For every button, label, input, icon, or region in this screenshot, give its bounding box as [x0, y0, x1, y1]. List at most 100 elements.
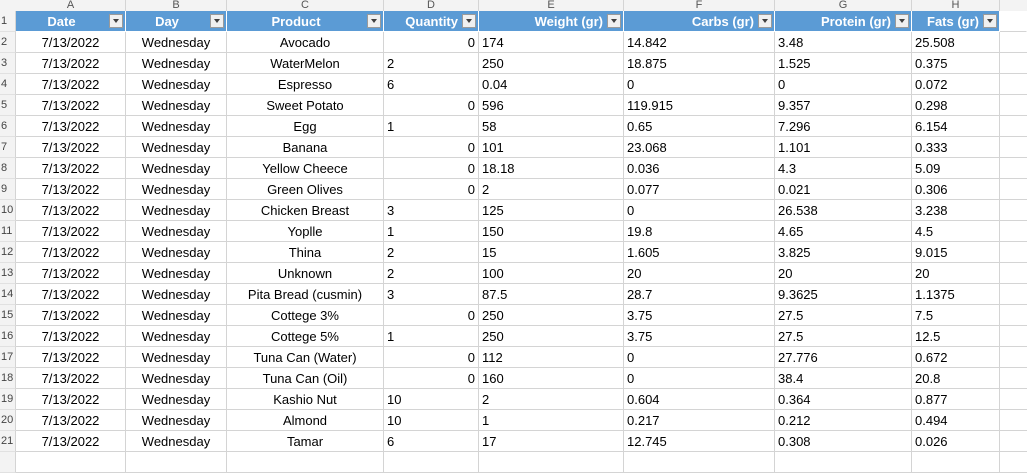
product-cell[interactable]: Avocado [227, 32, 384, 53]
product-cell[interactable]: Banana [227, 137, 384, 158]
protein-cell[interactable]: 38.4 [775, 368, 912, 389]
fats-cell[interactable]: 0.026 [912, 431, 1000, 452]
day-cell[interactable]: Wednesday [126, 305, 227, 326]
weight-cell[interactable] [479, 452, 624, 473]
row-header[interactable]: 6 [0, 116, 16, 137]
empty-cell[interactable] [1000, 53, 1027, 74]
fats-cell[interactable]: 0.672 [912, 347, 1000, 368]
empty-cell[interactable] [1000, 263, 1027, 284]
product-cell[interactable]: Yoplle [227, 221, 384, 242]
carbs-cell[interactable]: 119.915 [624, 95, 775, 116]
weight-cell[interactable]: 2 [479, 179, 624, 200]
protein-cell[interactable]: 27.776 [775, 347, 912, 368]
product-cell[interactable]: Tamar [227, 431, 384, 452]
weight-cell[interactable]: 150 [479, 221, 624, 242]
product-cell[interactable]: Almond [227, 410, 384, 431]
row-header[interactable]: 12 [0, 242, 16, 263]
day-cell[interactable]: Wednesday [126, 158, 227, 179]
carbs-cell[interactable]: 12.745 [624, 431, 775, 452]
carbs-cell[interactable]: 3.75 [624, 305, 775, 326]
protein-cell[interactable]: 0 [775, 74, 912, 95]
fats-cell[interactable]: 6.154 [912, 116, 1000, 137]
day-cell[interactable]: Wednesday [126, 179, 227, 200]
carbs-cell[interactable]: 0.077 [624, 179, 775, 200]
row-header[interactable]: 16 [0, 326, 16, 347]
product-cell[interactable]: Tuna Can (Oil) [227, 368, 384, 389]
quantity-cell[interactable]: 10 [384, 410, 479, 431]
row-header[interactable]: 21 [0, 431, 16, 452]
day-cell[interactable]: Wednesday [126, 431, 227, 452]
date-cell[interactable]: 7/13/2022 [16, 53, 126, 74]
empty-cell[interactable] [1000, 242, 1027, 263]
row-header[interactable]: 15 [0, 305, 16, 326]
column-header-g[interactable]: G [775, 0, 912, 11]
fats-cell[interactable]: 9.015 [912, 242, 1000, 263]
day-cell[interactable]: Wednesday [126, 74, 227, 95]
date-cell[interactable]: 7/13/2022 [16, 389, 126, 410]
weight-cell[interactable]: 0.04 [479, 74, 624, 95]
date-cell[interactable]: 7/13/2022 [16, 137, 126, 158]
empty-cell[interactable] [1000, 305, 1027, 326]
row-header[interactable] [0, 452, 16, 473]
date-cell[interactable] [16, 452, 126, 473]
row-header[interactable]: 18 [0, 368, 16, 389]
date-cell[interactable]: 7/13/2022 [16, 284, 126, 305]
product-cell[interactable]: Espresso [227, 74, 384, 95]
date-cell[interactable]: 7/13/2022 [16, 116, 126, 137]
weight-cell[interactable]: 2 [479, 389, 624, 410]
quantity-cell[interactable]: 0 [384, 347, 479, 368]
header-product[interactable]: Product [227, 11, 384, 32]
carbs-cell[interactable]: 18.875 [624, 53, 775, 74]
column-header-f[interactable]: F [624, 0, 775, 11]
empty-cell[interactable] [1000, 137, 1027, 158]
column-header-e[interactable]: E [479, 0, 624, 11]
quantity-cell[interactable] [384, 452, 479, 473]
product-cell[interactable]: Unknown [227, 263, 384, 284]
date-cell[interactable]: 7/13/2022 [16, 74, 126, 95]
column-header-c[interactable]: C [227, 0, 384, 11]
carbs-cell[interactable]: 0 [624, 347, 775, 368]
empty-cell[interactable] [1000, 347, 1027, 368]
weight-cell[interactable]: 17 [479, 431, 624, 452]
date-cell[interactable]: 7/13/2022 [16, 242, 126, 263]
fats-cell[interactable]: 7.5 [912, 305, 1000, 326]
weight-cell[interactable]: 58 [479, 116, 624, 137]
fats-cell[interactable] [912, 452, 1000, 473]
empty-cell[interactable] [1000, 74, 1027, 95]
protein-cell[interactable]: 26.538 [775, 200, 912, 221]
filter-dropdown-icon[interactable] [367, 14, 381, 28]
protein-cell[interactable]: 0.308 [775, 431, 912, 452]
product-cell[interactable]: WaterMelon [227, 53, 384, 74]
weight-cell[interactable]: 174 [479, 32, 624, 53]
empty-cell[interactable] [1000, 410, 1027, 431]
quantity-cell[interactable]: 0 [384, 137, 479, 158]
date-cell[interactable]: 7/13/2022 [16, 347, 126, 368]
day-cell[interactable]: Wednesday [126, 95, 227, 116]
carbs-cell[interactable]: 0 [624, 74, 775, 95]
product-cell[interactable]: Yellow Cheece [227, 158, 384, 179]
day-cell[interactable]: Wednesday [126, 116, 227, 137]
date-cell[interactable]: 7/13/2022 [16, 95, 126, 116]
product-cell[interactable]: Chicken Breast [227, 200, 384, 221]
row-header[interactable]: 10 [0, 200, 16, 221]
weight-cell[interactable]: 15 [479, 242, 624, 263]
quantity-cell[interactable]: 0 [384, 305, 479, 326]
product-cell[interactable]: Pita Bread (cusmin) [227, 284, 384, 305]
carbs-cell[interactable]: 0 [624, 368, 775, 389]
quantity-cell[interactable]: 10 [384, 389, 479, 410]
empty-cell[interactable] [1000, 326, 1027, 347]
column-header-b[interactable]: B [126, 0, 227, 11]
weight-cell[interactable]: 250 [479, 53, 624, 74]
day-cell[interactable]: Wednesday [126, 263, 227, 284]
product-cell[interactable]: Green Olives [227, 179, 384, 200]
product-cell[interactable]: Tuna Can (Water) [227, 347, 384, 368]
column-header-d[interactable]: D [384, 0, 479, 11]
row-header[interactable]: 8 [0, 158, 16, 179]
fats-cell[interactable]: 12.5 [912, 326, 1000, 347]
weight-cell[interactable]: 101 [479, 137, 624, 158]
protein-cell[interactable]: 27.5 [775, 305, 912, 326]
day-cell[interactable]: Wednesday [126, 137, 227, 158]
quantity-cell[interactable]: 0 [384, 95, 479, 116]
filter-dropdown-icon[interactable] [895, 14, 909, 28]
day-cell[interactable]: Wednesday [126, 53, 227, 74]
